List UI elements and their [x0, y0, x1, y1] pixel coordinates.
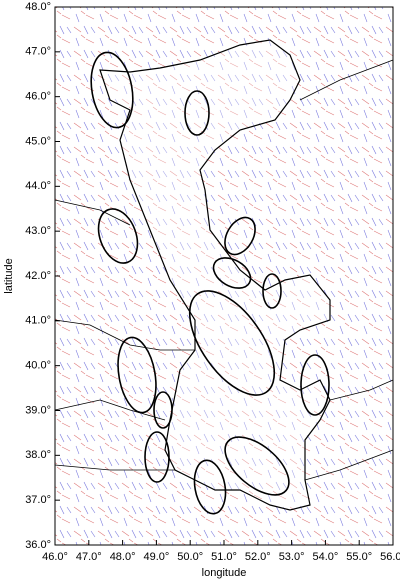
ellipse: [90, 51, 134, 129]
x-tick-label: 49.0°: [143, 551, 169, 563]
y-tick-label: 44.0°: [25, 180, 51, 192]
x-tick-label: 53.0°: [279, 551, 305, 563]
y-tick-label: 40.0°: [25, 360, 51, 372]
y-tick-label: 37.0°: [25, 494, 51, 506]
y-tick-label: 41.0°: [25, 315, 51, 327]
wind-field: [55, 7, 393, 545]
borders: [54, 59, 394, 481]
y-tick-label: 47.0°: [25, 46, 51, 58]
y-tick-label: 38.0°: [25, 449, 51, 461]
ellipse: [153, 391, 173, 429]
y-tick-label: 45.0°: [25, 135, 51, 147]
ellipse: [224, 436, 290, 496]
ellipse: [184, 90, 210, 136]
ellipse: [117, 336, 157, 414]
y-tick-label: 46.0°: [25, 91, 51, 103]
x-tick-label: 52.0°: [245, 551, 271, 563]
y-tick-label: 36.0°: [25, 539, 51, 551]
y-tick-label: 42.0°: [25, 270, 51, 282]
x-tick-label: 46.0°: [42, 551, 68, 563]
x-tick-label: 51.0°: [211, 551, 237, 563]
ellipse: [193, 459, 227, 515]
y-tick-label: 39.0°: [25, 404, 51, 416]
ellipse: [144, 431, 170, 483]
x-tick-label: 50.0°: [177, 551, 203, 563]
y-tick-label: 48.0°: [25, 1, 51, 13]
x-axis-label: longitude: [202, 567, 247, 579]
x-tick-label: 56.0°: [380, 551, 400, 563]
x-tick-label: 55.0°: [346, 551, 372, 563]
x-tick-label: 47.0°: [76, 551, 102, 563]
ellipse: [224, 216, 256, 256]
y-axis-label: latitude: [3, 258, 15, 293]
ellipses: [90, 51, 330, 515]
x-tick-label: 48.0°: [110, 551, 136, 563]
y-tick-label: 43.0°: [25, 225, 51, 237]
x-tick-label: 54.0°: [312, 551, 338, 563]
ellipse: [262, 273, 282, 309]
ellipse: [212, 257, 252, 289]
ellipse: [300, 354, 330, 416]
ellipse: [97, 208, 139, 264]
ellipse: [188, 290, 276, 396]
